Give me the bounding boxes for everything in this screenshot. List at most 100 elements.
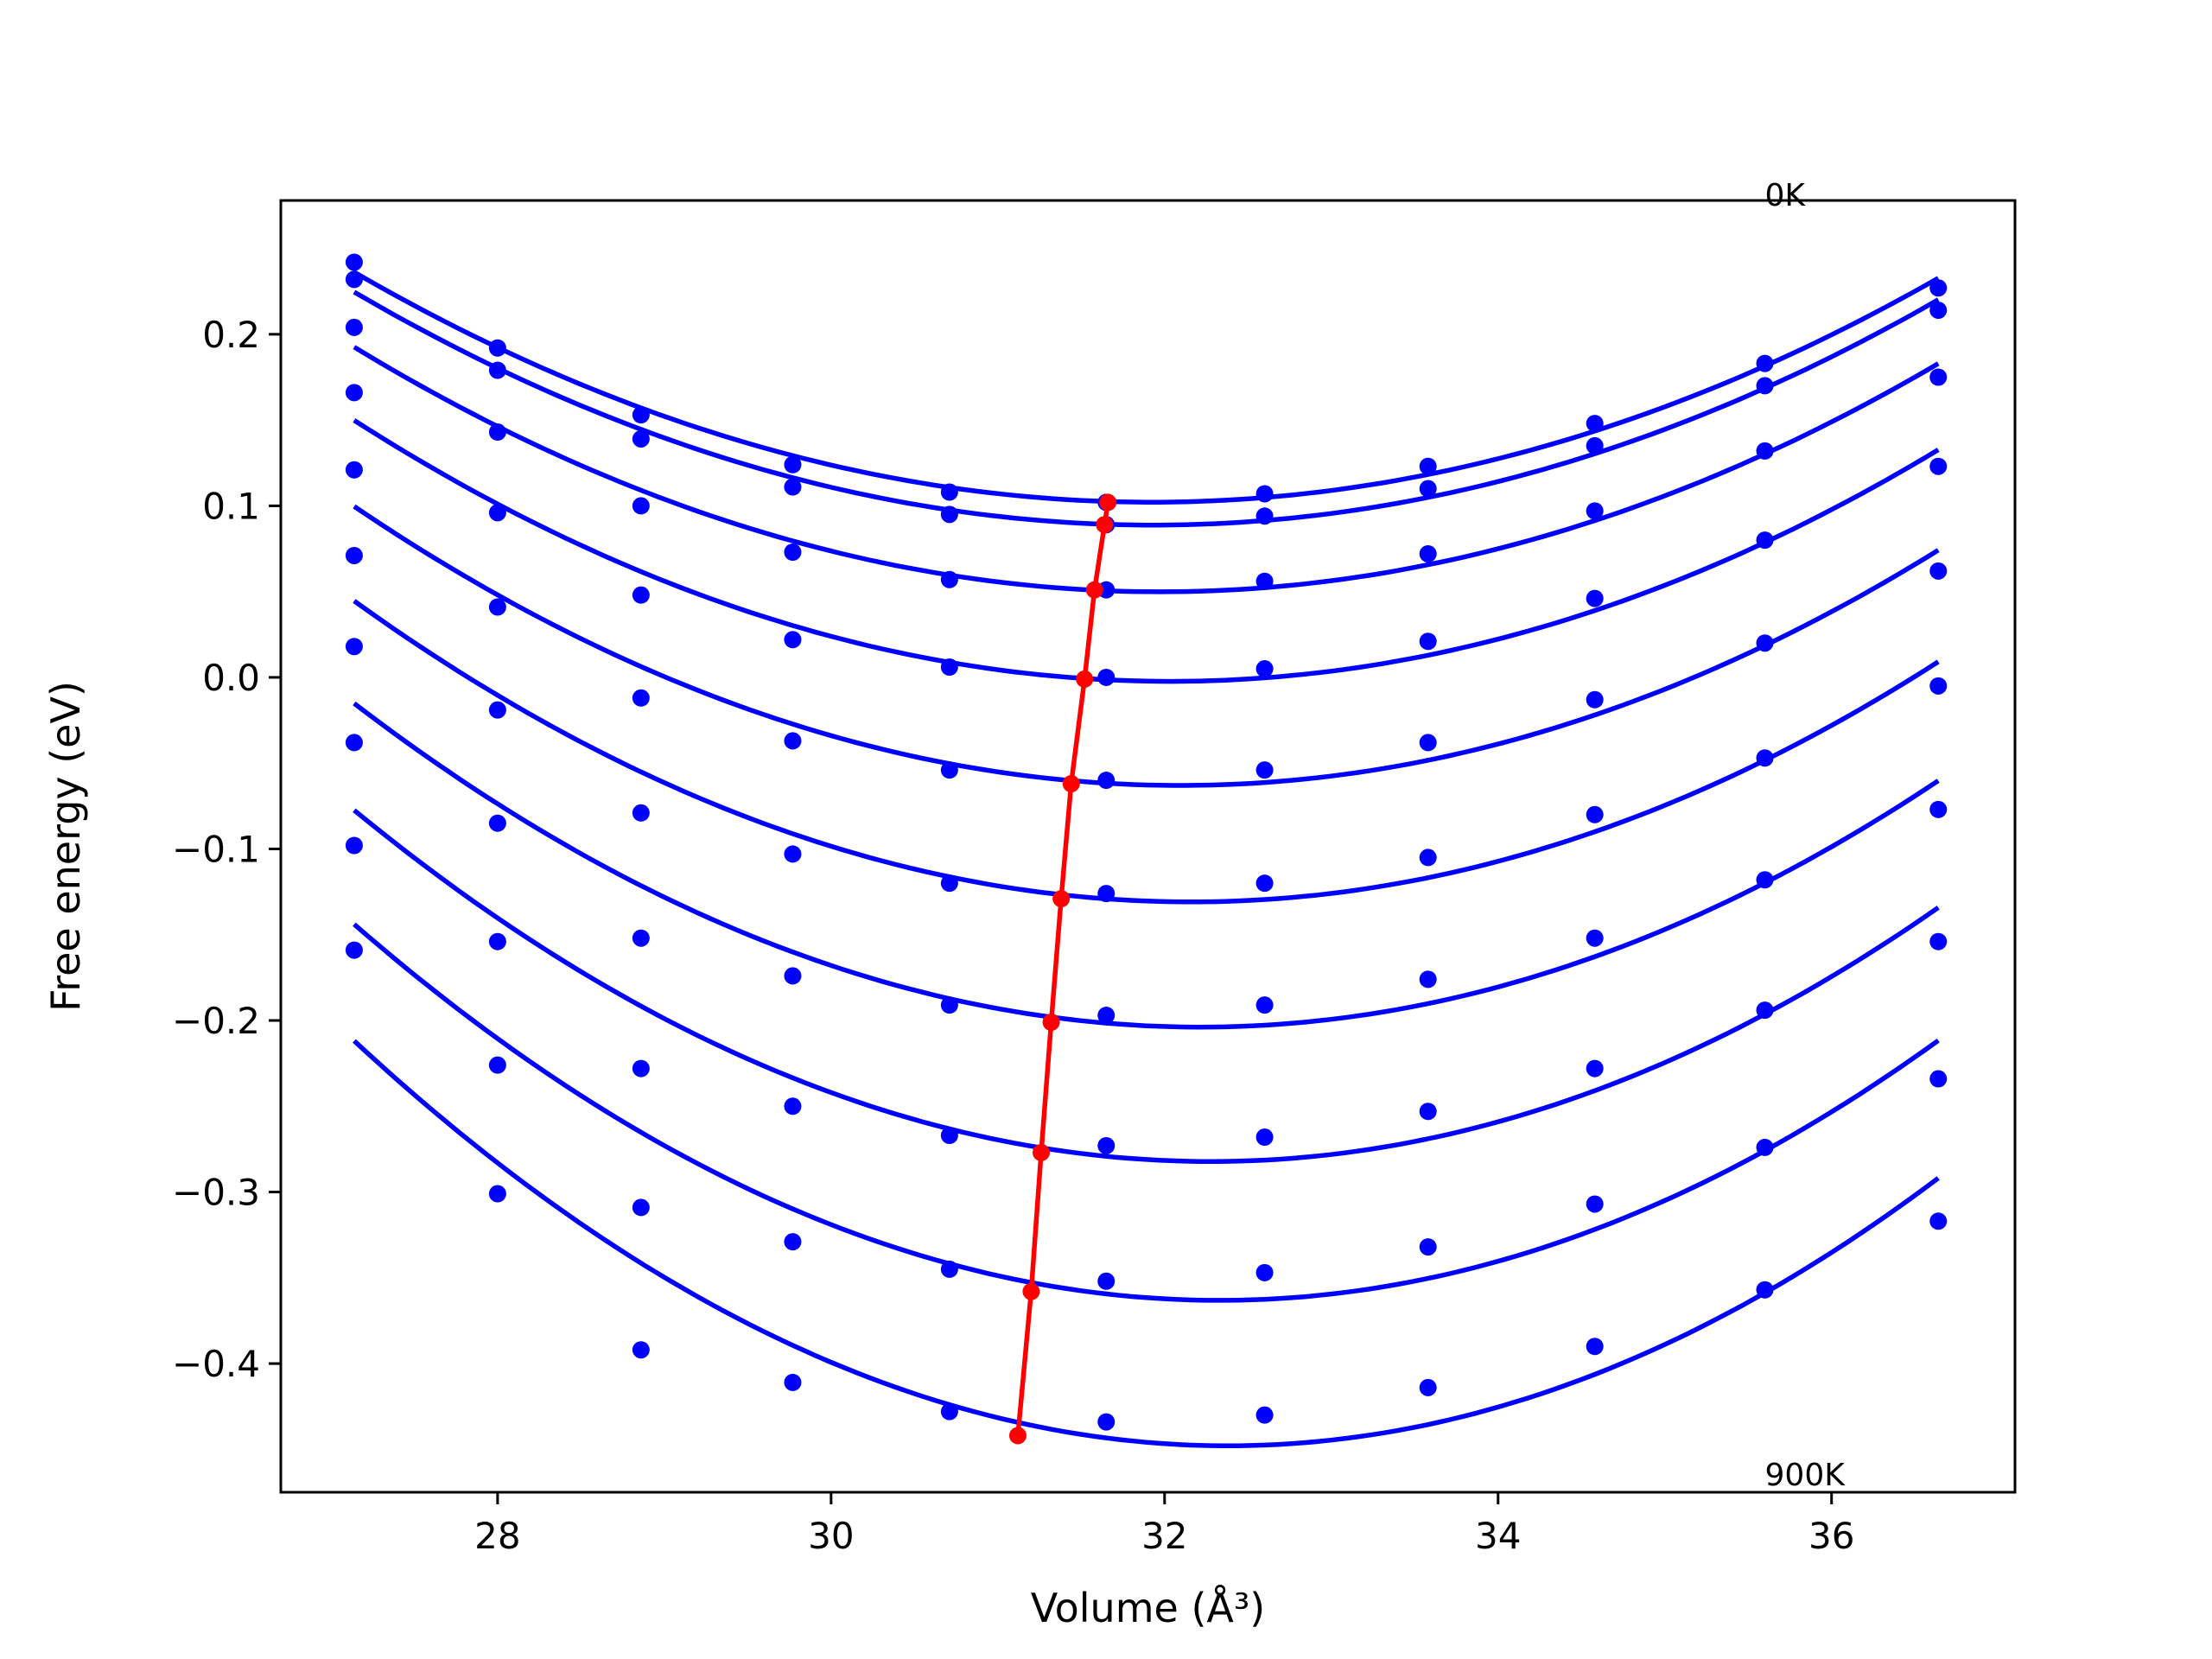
data-point	[940, 1402, 958, 1421]
data-point	[632, 429, 650, 448]
data-point	[632, 689, 650, 707]
data-point	[1097, 1136, 1116, 1154]
data-point	[1586, 1195, 1604, 1213]
data-point	[345, 384, 363, 402]
x-tick-label: 30	[808, 1515, 854, 1557]
y-tick-label: 0.0	[202, 657, 260, 699]
annotation-900k: 900K	[1765, 1458, 1847, 1493]
data-point	[1419, 1238, 1437, 1256]
minimum-point	[1076, 670, 1094, 688]
data-point	[1929, 1212, 1948, 1230]
data-point	[1586, 415, 1604, 433]
x-tick-label: 34	[1475, 1515, 1521, 1557]
data-point	[1419, 1378, 1437, 1396]
data-point	[1929, 457, 1948, 475]
data-point	[1255, 572, 1274, 590]
data-point	[345, 318, 363, 336]
fit-curve-9	[353, 1039, 1940, 1448]
data-point	[345, 836, 363, 855]
data-point	[488, 423, 506, 442]
plot-area	[345, 253, 1948, 1448]
fit-curve-3	[353, 418, 1940, 684]
data-point	[1097, 885, 1116, 903]
data-point	[488, 504, 506, 522]
data-point	[632, 1059, 650, 1077]
data-point	[1586, 1059, 1604, 1077]
data-point	[1756, 531, 1774, 550]
data-point	[632, 406, 650, 424]
data-point	[1419, 480, 1437, 498]
x-axis-title: Volume (Å³)	[1031, 1585, 1266, 1631]
data-point	[488, 339, 506, 357]
data-point	[1419, 970, 1437, 988]
data-point	[1586, 805, 1604, 823]
data-point	[940, 1127, 958, 1145]
fit-curve-1	[353, 289, 1940, 528]
data-point	[1586, 1338, 1604, 1356]
data-point	[940, 658, 958, 677]
data-point	[784, 1233, 802, 1251]
data-point	[632, 1341, 650, 1359]
data-point	[345, 638, 363, 656]
data-point	[940, 483, 958, 501]
data-point	[1756, 1138, 1774, 1156]
data-point	[632, 1198, 650, 1217]
data-point	[488, 701, 506, 719]
data-point	[940, 505, 958, 524]
data-point	[784, 455, 802, 474]
data-point	[1255, 1406, 1274, 1424]
minimum-point	[1042, 1014, 1060, 1032]
y-tick-label: 0.2	[202, 314, 260, 356]
data-point	[1419, 1103, 1437, 1121]
data-point	[1255, 485, 1274, 503]
data-point	[345, 461, 363, 479]
data-point	[345, 270, 363, 289]
data-point	[632, 804, 650, 822]
minimum-point	[1062, 775, 1080, 793]
data-point	[1097, 1007, 1116, 1025]
data-point	[1756, 354, 1774, 372]
x-tick-label: 28	[474, 1515, 520, 1557]
data-point	[1419, 849, 1437, 867]
y-tick-label: 0.1	[202, 485, 260, 527]
minimum-point	[1022, 1282, 1040, 1300]
data-point	[1756, 634, 1774, 652]
y-tick-label: −0.3	[172, 1172, 260, 1214]
data-point	[488, 932, 506, 950]
data-point	[940, 1260, 958, 1278]
data-point	[784, 845, 802, 863]
data-point	[784, 1373, 802, 1391]
data-point	[345, 253, 363, 271]
minimum-line	[1015, 501, 1110, 1436]
data-point	[1255, 761, 1274, 779]
data-point	[1929, 279, 1948, 297]
data-point	[1419, 544, 1437, 563]
fit-curve-5	[353, 599, 1940, 905]
data-point	[488, 814, 506, 832]
x-tick-label: 36	[1808, 1515, 1854, 1557]
data-point	[1255, 660, 1274, 678]
data-point	[1929, 562, 1948, 580]
data-point	[784, 732, 802, 750]
minimum-point	[1085, 581, 1103, 599]
fit-curve-7	[353, 808, 1940, 1164]
data-point	[784, 1097, 802, 1116]
axis-ticks: 28 30 32 34 36 −0.4 −0.3 −0.2 −0.1 0.0 0.1 0.2	[172, 314, 1854, 1557]
data-point	[1097, 1272, 1116, 1290]
fit-curve-4	[353, 504, 1940, 788]
data-point	[632, 586, 650, 604]
data-point	[1255, 874, 1274, 893]
data-point	[345, 546, 363, 564]
data-point	[1929, 1070, 1948, 1088]
y-axis-title: Free energy (eV)	[42, 681, 89, 1012]
axes-frame	[279, 199, 2017, 1494]
minimum-point	[1032, 1143, 1050, 1161]
data-point	[1586, 589, 1604, 607]
data-point	[940, 761, 958, 779]
minimum-point	[1008, 1427, 1027, 1445]
data-point	[1929, 800, 1948, 818]
data-point	[1756, 749, 1774, 767]
data-point	[1756, 1281, 1774, 1299]
data-point	[345, 734, 363, 752]
